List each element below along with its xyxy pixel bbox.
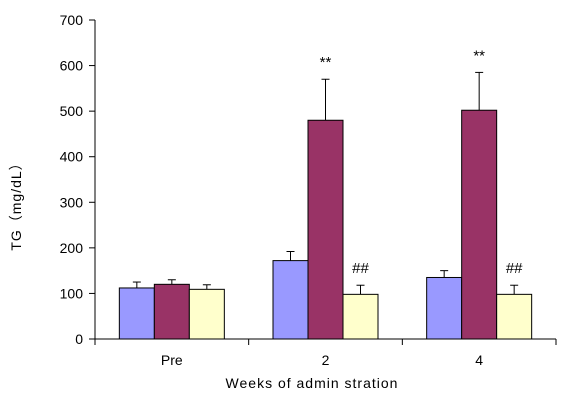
x-tick-label: 2 <box>322 352 330 368</box>
significance-mark: ** <box>320 54 332 71</box>
error-bars <box>132 71 519 295</box>
significance-mark: ** <box>473 47 485 64</box>
x-axis-title: Weeks of admin stration <box>226 375 399 391</box>
bar <box>461 109 498 340</box>
bar <box>153 283 190 340</box>
bar <box>496 293 533 340</box>
bar <box>342 293 379 340</box>
y-tick-label: 500 <box>60 103 84 119</box>
annotations: ** ** ## ## <box>320 47 524 277</box>
y-tick-label: 300 <box>60 194 84 210</box>
y-tick-label: 400 <box>60 149 84 165</box>
x-tick-label: 4 <box>475 352 483 368</box>
bar <box>118 287 155 340</box>
y-tick-label: 0 <box>75 331 83 347</box>
bar <box>426 276 463 340</box>
y-tick-label: 600 <box>60 58 84 74</box>
y-tick-label: 100 <box>60 285 84 301</box>
y-tick-label: 200 <box>60 240 84 256</box>
bars <box>118 109 533 340</box>
significance-mark: ## <box>352 260 369 277</box>
bar <box>307 119 344 340</box>
x-tick-label: Pre <box>161 352 183 368</box>
y-axis-title: TG（mg/dL） <box>8 155 24 250</box>
bar <box>272 260 309 340</box>
significance-mark: ## <box>506 260 523 277</box>
y-tick-label: 700 <box>60 12 84 28</box>
x-axis: Pre 2 4 <box>94 338 557 368</box>
y-axis: 0 100 200 300 400 500 600 700 <box>60 12 96 347</box>
bar <box>188 288 225 340</box>
